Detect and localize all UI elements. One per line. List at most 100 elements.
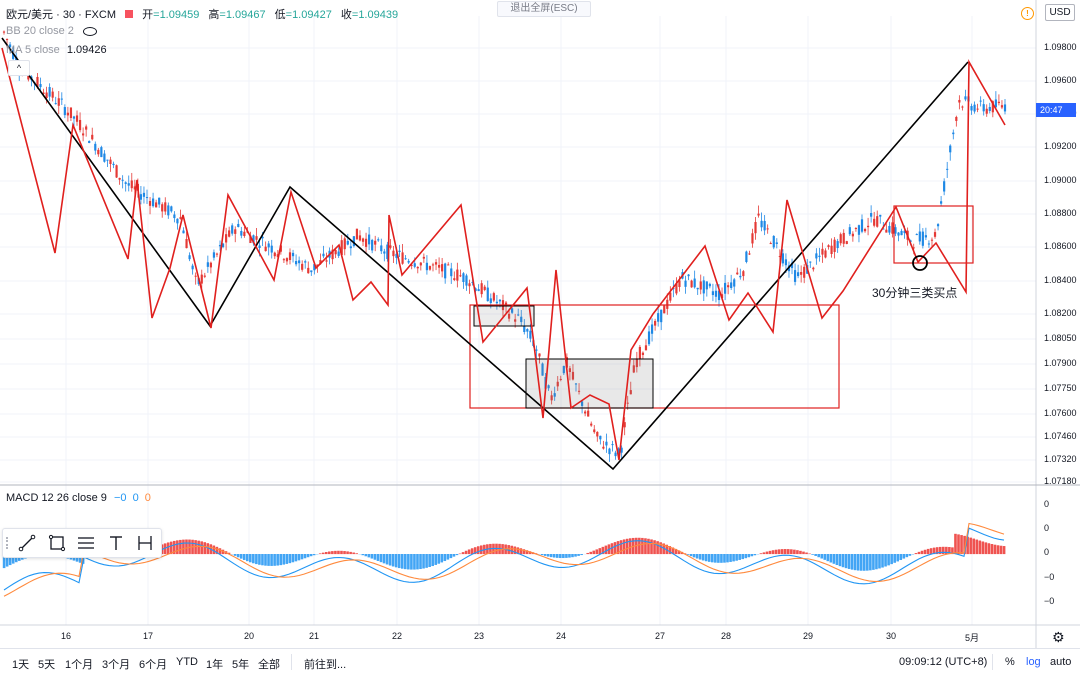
- candle-body: [420, 263, 422, 266]
- candle-body: [1004, 104, 1006, 111]
- macd-histogram-bar: [884, 554, 887, 567]
- candle-body: [444, 264, 446, 279]
- macd-histogram-bar: [365, 554, 368, 556]
- price-axis-tick: 1.09200: [1044, 141, 1077, 151]
- candle-body: [736, 273, 738, 275]
- macd-histogram-bar: [866, 554, 869, 571]
- range-5y[interactable]: 5年: [232, 656, 249, 672]
- candle-body: [852, 234, 854, 237]
- candle-body: [782, 253, 784, 263]
- macd-histogram-bar: [398, 554, 401, 568]
- clock[interactable]: 09:09:12 (UTC+8): [899, 656, 987, 668]
- macd-histogram-bar: [276, 554, 279, 566]
- candle-body: [325, 260, 327, 261]
- macd-histogram-bar: [927, 549, 930, 554]
- candle-body: [176, 219, 178, 224]
- macd-histogram-bar: [246, 554, 249, 561]
- candle-body: [846, 241, 848, 244]
- range-6m[interactable]: 6个月: [139, 656, 167, 672]
- currency-badge[interactable]: USD: [1045, 4, 1075, 21]
- macd-histogram-bar: [647, 539, 650, 554]
- macd-histogram-bar: [869, 554, 872, 570]
- candle-body: [843, 233, 845, 244]
- macd-histogram-bar: [267, 554, 270, 566]
- macd-legend[interactable]: MACD 12 26 close 9 −0 0 0: [6, 492, 151, 504]
- candle-body: [669, 293, 671, 301]
- macd-histogram-bar: [696, 554, 699, 559]
- ma-legend[interactable]: MA 5 close 1.09426: [6, 44, 107, 56]
- auto-toggle[interactable]: auto: [1050, 656, 1071, 668]
- trend-line-icon[interactable]: [17, 533, 37, 553]
- candle-body: [155, 202, 157, 207]
- text-icon[interactable]: [106, 533, 126, 553]
- buy-point-annotation: 30分钟三类买点: [872, 284, 957, 301]
- candle-body: [815, 253, 817, 258]
- macd-histogram-bar: [975, 540, 978, 555]
- bb-legend[interactable]: BB 20 close 2: [6, 25, 97, 37]
- exit-fullscreen-button[interactable]: 退出全屏(ESC): [497, 1, 591, 17]
- macd-histogram-bar: [279, 554, 282, 565]
- macd-axis-tick: 0: [1044, 523, 1049, 533]
- range-3m[interactable]: 3个月: [102, 656, 130, 672]
- macd-histogram-bar: [346, 551, 349, 554]
- candle-body: [435, 262, 437, 264]
- low-key: 低: [275, 9, 286, 21]
- candle-body: [100, 147, 102, 157]
- range-1y[interactable]: 1年: [206, 656, 223, 672]
- macd-histogram-bar: [434, 554, 437, 565]
- gear-icon[interactable]: ⚙: [1052, 629, 1065, 646]
- macd-signal: 0: [133, 492, 139, 504]
- macd-histogram-bar: [440, 554, 443, 562]
- macd-histogram-bar: [978, 541, 981, 555]
- candle-body: [925, 235, 927, 237]
- macd-histogram-bar: [374, 554, 377, 560]
- alert-icon[interactable]: !: [1021, 7, 1034, 20]
- close-key: 收: [341, 9, 352, 21]
- candle-body: [691, 281, 693, 288]
- macd-histogram-bar: [419, 554, 422, 569]
- candle-body: [870, 213, 872, 217]
- chart-canvas[interactable]: [0, 0, 1080, 648]
- candle-body: [849, 227, 851, 234]
- range-1m[interactable]: 1个月: [65, 656, 93, 672]
- range-all[interactable]: 全部: [258, 656, 280, 672]
- parallel-lines-icon[interactable]: [76, 533, 96, 553]
- candle-body: [885, 230, 887, 233]
- collapse-legend-button[interactable]: ^: [8, 60, 30, 76]
- macd-histogram-bar: [453, 554, 456, 557]
- macd-histogram-bar: [319, 553, 322, 554]
- candle-body: [322, 254, 324, 257]
- candle-body: [64, 107, 66, 115]
- candle-body: [834, 240, 836, 252]
- drag-handle-icon[interactable]: [6, 537, 11, 549]
- candle-body: [182, 231, 184, 234]
- rectangle-icon[interactable]: [47, 533, 67, 553]
- candle-body: [371, 240, 373, 251]
- candle-body: [67, 113, 69, 116]
- measure-icon[interactable]: [135, 533, 155, 553]
- candle-body: [535, 350, 537, 351]
- goto-date-button[interactable]: 前往到...: [304, 656, 346, 672]
- macd-histogram-bar: [875, 554, 878, 569]
- candle-body: [751, 233, 753, 243]
- candle-body: [292, 253, 294, 256]
- candle-body: [255, 236, 257, 240]
- macd-histogram-bar: [298, 554, 301, 560]
- macd-histogram-bar: [422, 554, 425, 569]
- macd-histogram-bar: [836, 554, 839, 565]
- macd-histogram-bar: [562, 554, 565, 558]
- time-axis-tick: 27: [655, 631, 665, 641]
- candle-body: [450, 268, 452, 276]
- range-5d[interactable]: 5天: [38, 656, 55, 672]
- macd-histogram-bar: [331, 551, 334, 554]
- candle-body: [980, 101, 982, 102]
- eye-icon[interactable]: [83, 27, 97, 36]
- range-1d[interactable]: 1天: [12, 656, 29, 672]
- log-toggle[interactable]: log: [1026, 656, 1041, 668]
- range-ytd[interactable]: YTD: [176, 656, 198, 668]
- candle-body: [986, 109, 988, 114]
- candle-body: [952, 133, 954, 135]
- macd-histogram-bar: [845, 554, 848, 568]
- percent-toggle[interactable]: %: [1005, 656, 1015, 668]
- candle-body: [350, 246, 352, 248]
